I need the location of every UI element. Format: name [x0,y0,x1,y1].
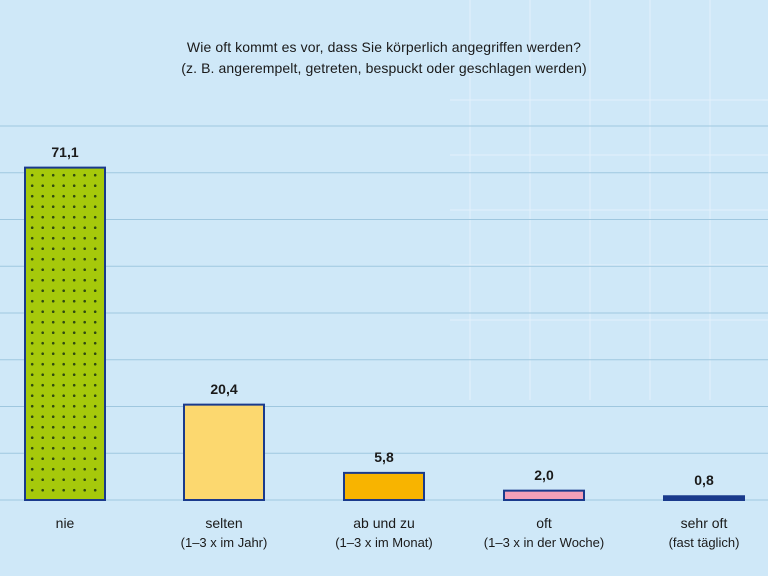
category-subtext: (fast täglich) [668,535,740,550]
chart-subtitle: (z. B. angerempelt, getreten, bespuckt o… [181,60,587,76]
bar-oft [503,489,585,501]
bar-nie [24,166,106,501]
category-subtext: (1–3 x im Jahr) [180,535,268,550]
category-name: sehr oft [680,515,728,531]
chart-title: Wie oft kommt es vor, dass Sie körperlic… [186,39,582,55]
background-decoration [450,0,768,400]
category-name: nie [55,515,75,531]
category-label: nie [0,514,140,533]
category-subtext: (1–3 x in der Woche) [483,535,605,550]
category-label: selten (1–3 x im Jahr) [149,514,299,552]
category-name: oft [536,515,552,531]
category-label: ab und zu (1–3 x im Monat) [309,514,459,552]
value-label: 20,4 [210,380,238,397]
value-label: 71,1 [51,143,79,160]
category-subtext: (1–3 x im Monat) [335,535,433,550]
value-label: 0,8 [694,472,714,489]
category-name: ab und zu [353,515,415,531]
bar-sehr-oft [663,495,745,502]
category-name: selten [205,515,243,531]
category-label: sehr oft (fast täglich) [629,514,768,552]
bar-ab-und-zu [343,471,425,502]
value-label: 2,0 [534,466,554,483]
category-label: oft (1–3 x in der Woche) [469,514,619,552]
value-label: 5,8 [374,448,394,465]
bar-selten [183,403,265,502]
